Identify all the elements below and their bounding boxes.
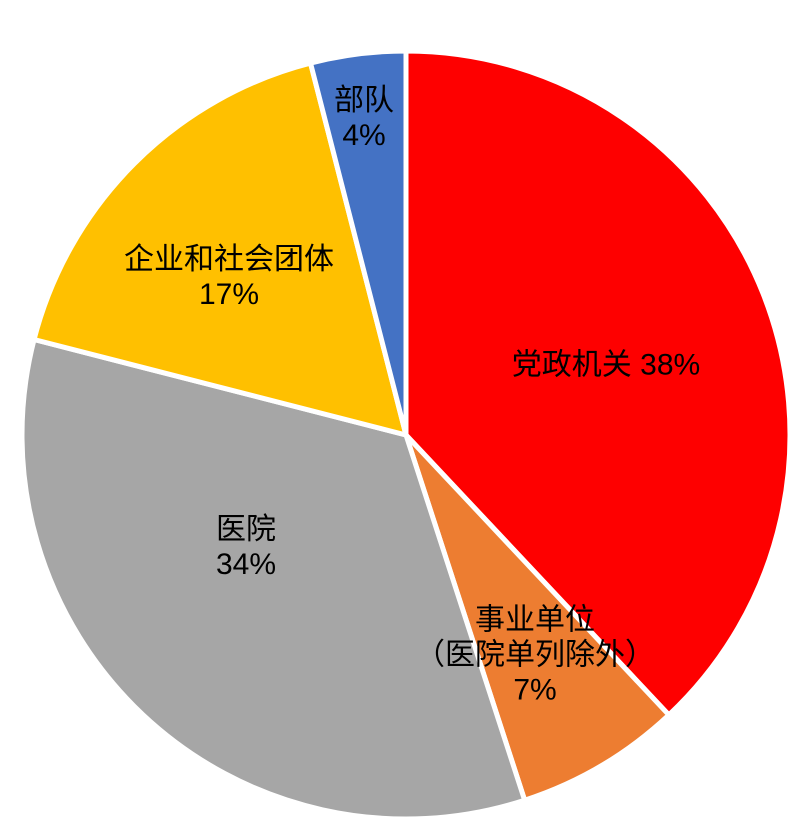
pie-slice-enterprise-social-group <box>31 60 409 438</box>
pie-slice-party-government <box>403 48 793 718</box>
pie-slice-military <box>308 48 409 438</box>
pie-slice-hospital <box>19 337 528 822</box>
pie-slice-public-institution-excl-hospital <box>403 432 672 803</box>
